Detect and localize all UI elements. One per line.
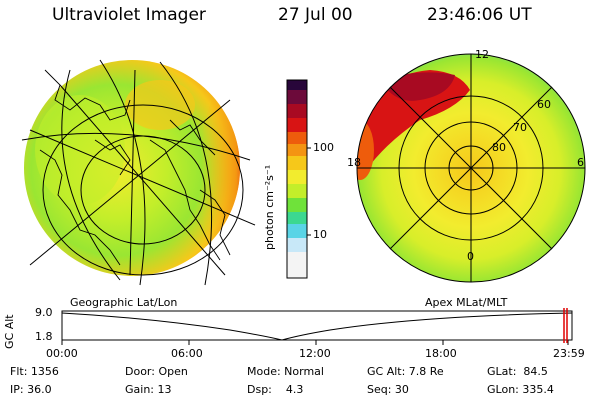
altitude-ytick-bottom: 1.8 bbox=[35, 330, 53, 343]
mag-panel-label: Apex MLat/MLT bbox=[425, 296, 508, 309]
geo-latitude: GLat: 84.5 bbox=[487, 365, 548, 378]
ip-value: IP: 36.0 bbox=[10, 383, 52, 396]
door-status: Door: Open bbox=[125, 365, 188, 378]
colorbar-tick-10: 10 bbox=[313, 228, 327, 241]
mlt-12-label: 12 bbox=[475, 48, 489, 61]
altitude-ylabel: GC Alt bbox=[3, 314, 16, 349]
mlt-6-label: 6 bbox=[577, 156, 584, 169]
app-title: Ultraviolet Imager bbox=[52, 5, 206, 25]
time-label: 23:46:06 UT bbox=[427, 5, 532, 25]
mlat-60-label: 60 bbox=[537, 98, 551, 111]
altitude-xtick: 23:59 bbox=[553, 347, 585, 360]
mlat-80-label: 80 bbox=[492, 141, 506, 154]
altitude-plot bbox=[61, 310, 573, 345]
geo-longitude: GLon: 335.4 bbox=[487, 383, 554, 396]
mlt-0-label: 0 bbox=[467, 250, 474, 263]
altitude-ytick-top: 9.0 bbox=[35, 306, 53, 319]
geo-grid bbox=[21, 59, 256, 286]
altitude-xtick: 12:00 bbox=[299, 347, 331, 360]
sequence-number: Seq: 30 bbox=[367, 383, 409, 396]
altitude-xtick: 00:00 bbox=[46, 347, 78, 360]
geo-aurora-image bbox=[24, 60, 240, 276]
colorbar-tick-100: 100 bbox=[313, 141, 334, 154]
colorbar-unit-label: photon cm⁻²s⁻¹ bbox=[263, 164, 276, 250]
gc-altitude: GC Alt: 7.8 Re bbox=[367, 365, 444, 378]
colorbar bbox=[286, 79, 311, 279]
current-time-marker bbox=[563, 308, 568, 343]
mag-grid bbox=[356, 53, 586, 283]
geo-coastlines bbox=[39, 69, 231, 266]
dsp-value: Dsp: 4.3 bbox=[247, 383, 304, 396]
mlat-70-label: 70 bbox=[513, 121, 527, 134]
altitude-xtick: 18:00 bbox=[425, 347, 457, 360]
gain-value: Gain: 13 bbox=[125, 383, 172, 396]
geo-panel-label: Geographic Lat/Lon bbox=[70, 296, 178, 309]
date-label: 27 Jul 00 bbox=[278, 5, 353, 25]
mlt-18-label: 18 bbox=[347, 156, 361, 169]
flight-number: Flt: 1356 bbox=[10, 365, 59, 378]
altitude-xtick: 06:00 bbox=[171, 347, 203, 360]
mode-value: Mode: Normal bbox=[247, 365, 324, 378]
